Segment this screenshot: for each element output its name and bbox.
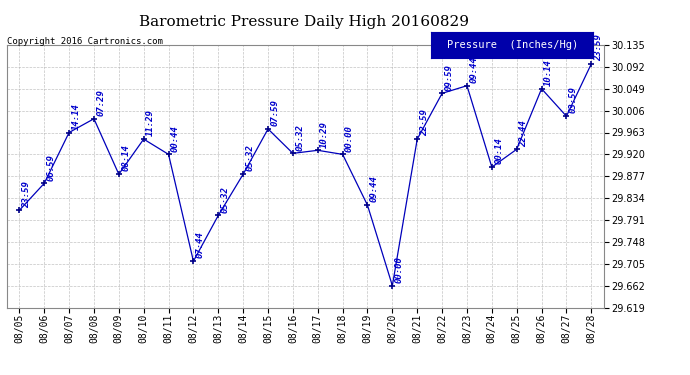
Text: 00:00: 00:00 bbox=[345, 125, 354, 152]
Text: 07:59: 07:59 bbox=[270, 99, 279, 126]
Text: 07:29: 07:29 bbox=[97, 89, 106, 116]
Text: 00:00: 00:00 bbox=[395, 256, 404, 283]
Text: 00:14: 00:14 bbox=[494, 138, 503, 164]
Text: 00:44: 00:44 bbox=[171, 125, 180, 152]
Text: 09:44: 09:44 bbox=[469, 56, 478, 83]
Text: 05:32: 05:32 bbox=[246, 144, 255, 171]
Text: 07:44: 07:44 bbox=[196, 231, 205, 258]
Text: 11:29: 11:29 bbox=[146, 110, 155, 136]
Text: 10:29: 10:29 bbox=[320, 121, 329, 147]
Text: 08:14: 08:14 bbox=[121, 144, 130, 171]
Text: Barometric Pressure Daily High 20160829: Barometric Pressure Daily High 20160829 bbox=[139, 15, 469, 29]
Text: 22:59: 22:59 bbox=[420, 110, 428, 136]
Text: 05:32: 05:32 bbox=[295, 124, 304, 151]
Text: 23:59: 23:59 bbox=[594, 34, 603, 61]
Text: 10:14: 10:14 bbox=[544, 59, 553, 86]
Text: Copyright 2016 Cartronics.com: Copyright 2016 Cartronics.com bbox=[7, 38, 163, 46]
Text: Pressure  (Inches/Hg): Pressure (Inches/Hg) bbox=[446, 40, 578, 50]
Text: 03:59: 03:59 bbox=[569, 87, 578, 114]
Text: 22:44: 22:44 bbox=[519, 120, 528, 147]
Text: 14:14: 14:14 bbox=[72, 103, 81, 130]
Text: 06:59: 06:59 bbox=[47, 154, 56, 181]
Text: 05:32: 05:32 bbox=[221, 186, 230, 213]
Text: 09:44: 09:44 bbox=[370, 176, 379, 202]
Text: 23:59: 23:59 bbox=[22, 181, 31, 207]
Text: 09:59: 09:59 bbox=[444, 64, 453, 90]
